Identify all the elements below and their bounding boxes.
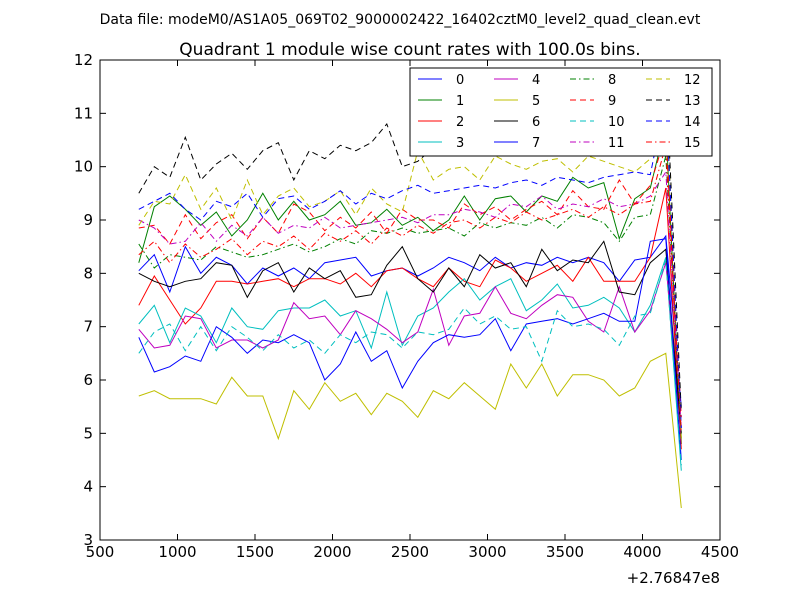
series-line-10 [138,259,682,466]
legend-label-2: 2 [456,115,464,130]
series-line-8 [138,155,682,439]
series-line-0 [138,234,682,407]
chart-suptitle: Data file: modeM0/AS1A05_069T02_90000024… [100,12,701,28]
legend-label-0: 0 [456,73,464,88]
series-line-14 [138,97,682,429]
legend-label-13: 13 [684,94,701,109]
legend-label-12: 12 [684,73,701,88]
y-tick-label: 4 [83,478,93,496]
axes-ticks: 500 1000 1500 2000 2500 3000 3500 4000 4500 3 4 5 6 7… [74,51,739,561]
x-tick-label: 500 [86,543,115,561]
legend-label-8: 8 [608,73,616,88]
x-tick-label: 1000 [158,543,196,561]
y-tick-label: 3 [83,531,93,549]
y-tick-label: 12 [74,51,93,69]
x-offset-label: +2.76847e8 [627,569,720,587]
legend-label-4: 4 [532,73,540,88]
legend-label-15: 15 [684,136,701,151]
legend-label-6: 6 [532,115,540,130]
y-tick-label: 11 [74,104,93,122]
x-tick-label: 3500 [546,543,584,561]
legend-label-7: 7 [532,136,540,151]
legend-label-10: 10 [608,115,625,130]
y-tick-label: 7 [83,318,93,336]
series-line-15 [138,145,682,434]
legend-label-1: 1 [456,94,464,109]
legend-label-14: 14 [684,115,701,130]
y-tick-label: 6 [83,371,93,389]
series-line-3 [138,257,682,471]
y-tick-label: 5 [83,424,93,442]
legend-label-3: 3 [456,136,464,151]
legend-label-9: 9 [608,94,616,109]
series-line-7 [138,238,682,461]
y-tick-label: 9 [83,211,93,229]
y-tick-label: 8 [83,264,93,282]
series-line-11 [138,170,682,429]
x-tick-label: 3000 [468,543,506,561]
chart-title: Quadrant 1 module wise count rates with … [179,40,640,60]
y-tick-label: 10 [74,158,93,176]
series-line-13 [138,70,682,413]
series-line-12 [138,81,682,439]
x-tick-label: 2000 [313,543,351,561]
series-line-6 [138,240,682,434]
x-tick-label: 4500 [701,543,739,561]
legend-box [409,67,713,157]
series-line-1 [138,123,682,445]
series-line-5 [138,352,682,509]
x-tick-label: 4000 [623,543,661,561]
x-tick-label: 1500 [236,543,274,561]
series-line-4 [138,262,682,439]
plot-area [138,70,682,509]
legend-label-11: 11 [608,136,625,151]
series-line-2 [138,187,682,450]
legend-label-5: 5 [532,94,540,109]
x-tick-label: 2500 [391,543,429,561]
